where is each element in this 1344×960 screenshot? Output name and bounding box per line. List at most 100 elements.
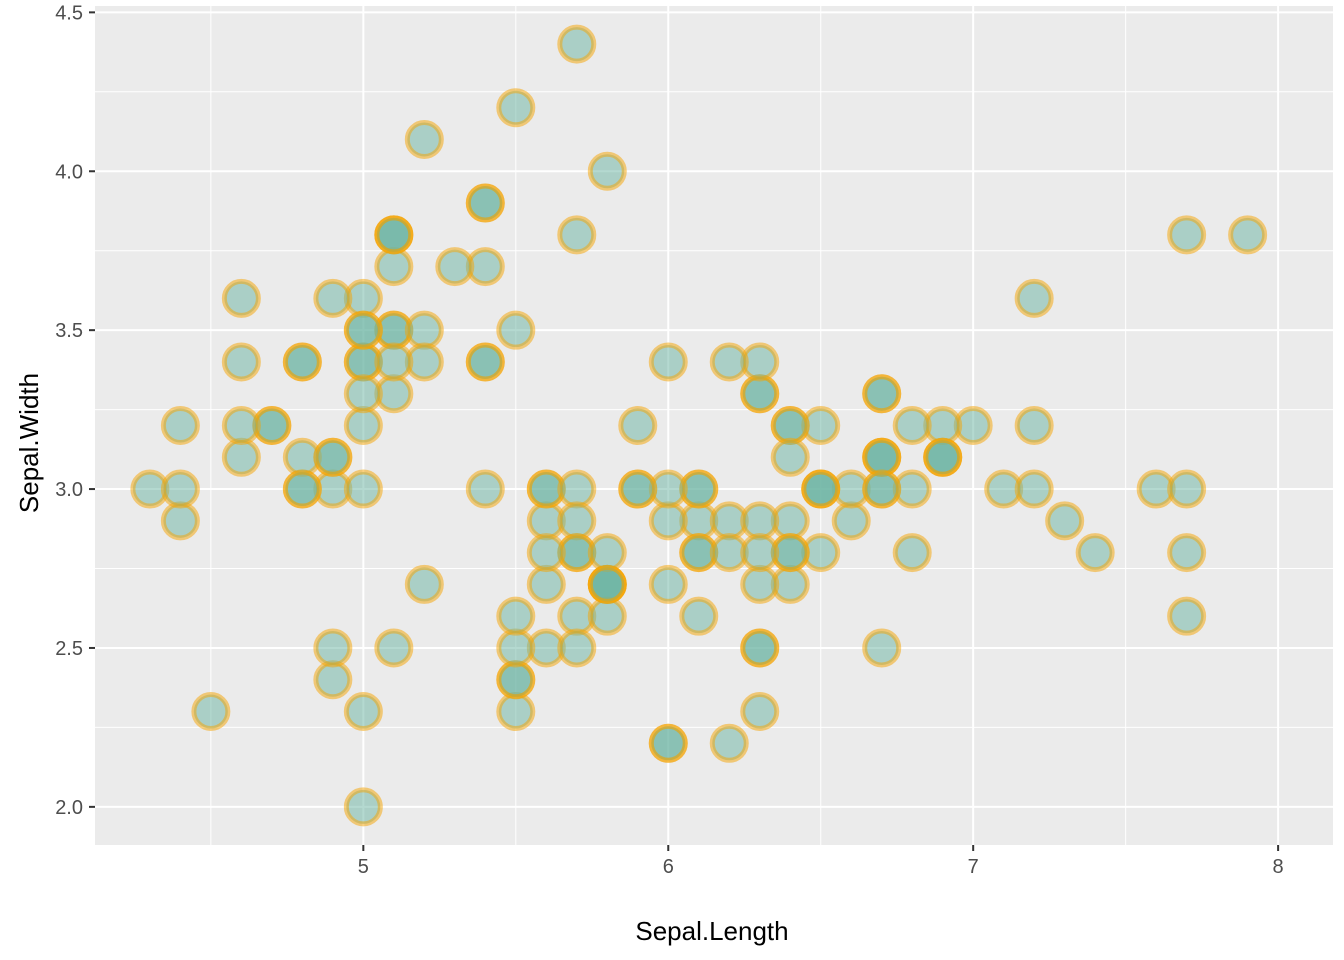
- data-point: [618, 469, 658, 509]
- data-point: [221, 437, 261, 477]
- data-point: [313, 628, 353, 668]
- data-point: [343, 692, 383, 732]
- x-tick-label: 5: [358, 856, 369, 878]
- data-point: [648, 564, 688, 604]
- data-point: [862, 374, 902, 414]
- data-point: [862, 469, 902, 509]
- data-point: [862, 437, 902, 477]
- data-point: [313, 278, 353, 318]
- data-point: [740, 628, 780, 668]
- data-point: [892, 533, 932, 573]
- data-point: [1075, 533, 1115, 573]
- y-tick-label: 2.5: [55, 638, 83, 660]
- data-point: [221, 406, 261, 445]
- y-tick-label: 4.5: [55, 2, 83, 24]
- data-point: [404, 564, 444, 604]
- x-axis: 5 6 7 8: [358, 845, 1284, 878]
- data-point: [343, 374, 383, 414]
- data-point: [343, 406, 383, 445]
- data-point: [587, 564, 627, 604]
- data-point: [557, 215, 597, 255]
- data-point: [343, 787, 383, 827]
- minor-gridlines: [95, 6, 1333, 845]
- data-point: [526, 564, 566, 604]
- y-axis-title: Sepal.Width: [14, 373, 44, 513]
- data-point: [740, 374, 780, 414]
- x-tick-label: 7: [968, 856, 979, 878]
- data-point: [465, 342, 505, 382]
- data-point: [770, 406, 810, 445]
- data-point: [740, 692, 780, 732]
- data-point: [343, 310, 383, 350]
- data-points: [130, 24, 1268, 827]
- data-point: [587, 596, 627, 636]
- data-point: [404, 119, 444, 159]
- data-point: [374, 628, 414, 668]
- data-point: [496, 596, 536, 636]
- data-point: [740, 533, 780, 573]
- plot-panel: [95, 6, 1333, 845]
- data-point: [648, 723, 688, 763]
- data-point: [892, 406, 932, 445]
- data-point: [160, 406, 200, 445]
- data-point: [191, 692, 231, 732]
- data-point: [374, 215, 414, 255]
- y-axis: 2.0 2.5 3.0 3.5 4.0 4.5: [55, 2, 95, 819]
- data-point: [374, 342, 414, 382]
- y-tick-label: 2.0: [55, 797, 83, 819]
- data-point: [923, 437, 963, 477]
- x-tick-label: 6: [663, 856, 674, 878]
- data-point: [831, 501, 871, 541]
- data-point: [1167, 215, 1207, 255]
- data-point: [679, 596, 719, 636]
- data-point: [282, 469, 322, 509]
- data-point: [496, 310, 536, 350]
- data-point: [465, 469, 505, 509]
- data-point: [862, 628, 902, 668]
- data-point: [587, 533, 627, 573]
- data-point: [221, 342, 261, 382]
- data-point: [160, 469, 200, 509]
- data-point: [282, 342, 322, 382]
- data-point: [313, 437, 353, 477]
- data-point: [496, 660, 536, 700]
- data-point: [435, 247, 475, 287]
- data-point: [648, 501, 688, 541]
- data-point: [465, 183, 505, 223]
- data-point: [709, 342, 749, 382]
- data-point: [557, 469, 597, 509]
- data-point: [404, 310, 444, 350]
- data-point: [1167, 533, 1207, 573]
- data-point: [740, 564, 780, 604]
- data-point: [618, 406, 658, 445]
- data-point: [648, 342, 688, 382]
- data-point: [160, 501, 200, 541]
- data-point: [557, 628, 597, 668]
- data-point: [557, 501, 597, 541]
- data-point: [526, 533, 566, 573]
- data-point: [1014, 469, 1054, 509]
- data-point: [1045, 501, 1085, 541]
- data-point: [374, 247, 414, 287]
- x-axis-title: Sepal.Length: [635, 916, 788, 946]
- y-tick-label: 4.0: [55, 161, 83, 183]
- data-point: [1014, 278, 1054, 318]
- data-point: [770, 437, 810, 477]
- data-point: [1228, 215, 1268, 255]
- data-point: [557, 24, 597, 64]
- data-point: [1167, 469, 1207, 509]
- data-point: [587, 151, 627, 191]
- data-point: [1167, 596, 1207, 636]
- data-point: [343, 469, 383, 509]
- data-point: [1014, 406, 1054, 445]
- x-tick-label: 8: [1273, 856, 1284, 878]
- data-point: [221, 278, 261, 318]
- data-point: [709, 723, 749, 763]
- data-point: [313, 660, 353, 700]
- data-point: [801, 469, 841, 509]
- y-tick-label: 3.0: [55, 479, 83, 501]
- y-tick-label: 3.5: [55, 320, 83, 342]
- data-point: [496, 692, 536, 732]
- data-point: [496, 88, 536, 128]
